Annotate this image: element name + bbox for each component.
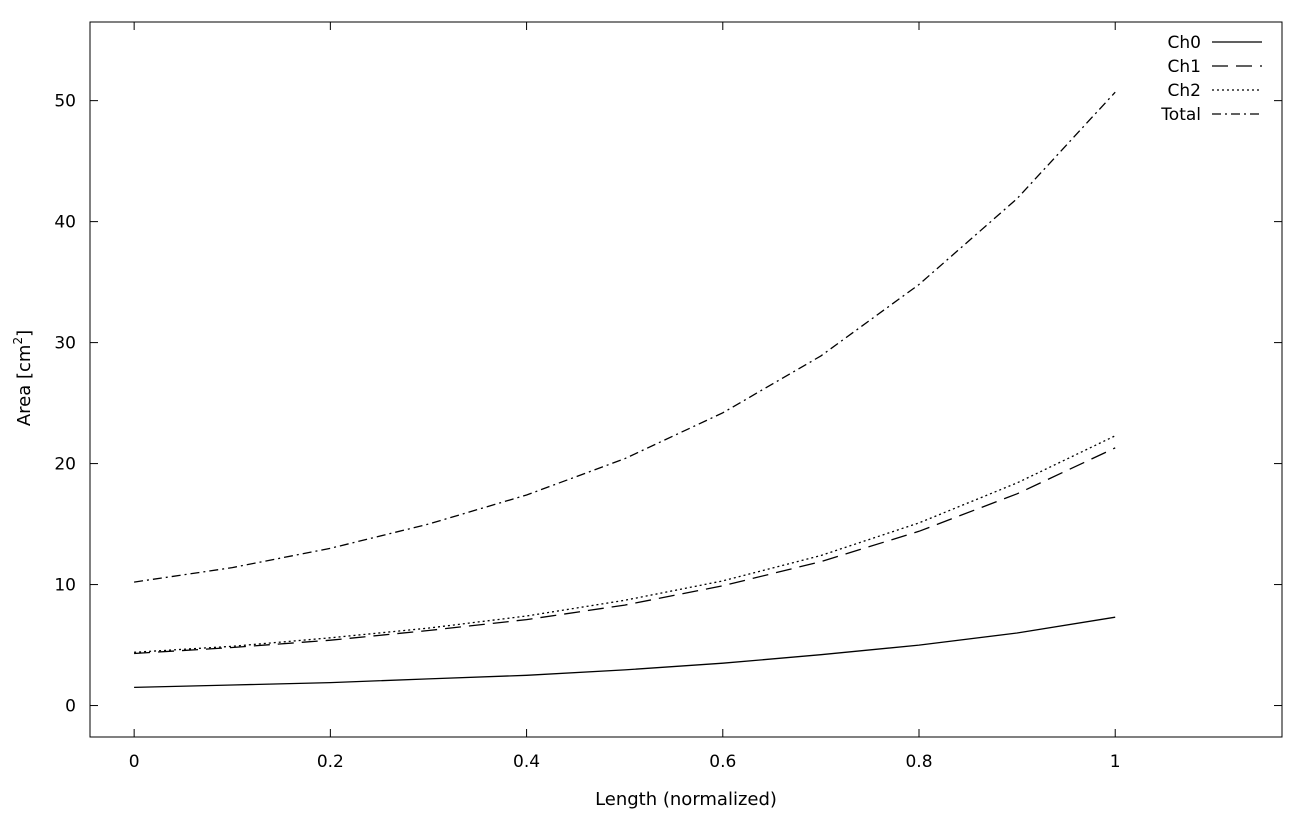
x-tick-label: 0.2 [317, 752, 344, 772]
x-axis-label: Length (normalized) [595, 789, 777, 810]
y-axis-label: Area [cm2] [11, 330, 35, 426]
series-lines [134, 91, 1116, 689]
series-line-total [134, 91, 1116, 583]
axis-ticks [90, 22, 1282, 737]
x-tick-label: 0.8 [905, 752, 932, 772]
y-tick-label: 30 [54, 334, 76, 354]
x-tick-label: 0 [129, 752, 140, 772]
plot-frame [89, 21, 1283, 738]
y-axis-label-superscript: 2 [11, 337, 25, 345]
x-tick-label: 0.4 [513, 752, 540, 772]
y-tick-label: 40 [54, 213, 76, 233]
legend-label-ch1: Ch1 [1168, 57, 1201, 77]
y-tick-label: 20 [54, 455, 76, 475]
legend-label-total: Total [1160, 105, 1201, 125]
legend-label-ch0: Ch0 [1168, 33, 1201, 53]
x-tick-label: 1 [1110, 752, 1121, 772]
legend-label-ch2: Ch2 [1168, 81, 1201, 101]
y-tick-label: 0 [65, 697, 76, 717]
x-tick-label: 0.6 [709, 752, 736, 772]
legend: Ch0 Ch1 Ch2 Total [1160, 33, 1262, 125]
y-tick-label: 50 [54, 92, 76, 112]
y-axis-label-main: Area [cm [14, 345, 35, 427]
y-axis-label-end: ] [14, 330, 35, 337]
series-line-ch0 [134, 616, 1116, 689]
series-line-ch1 [134, 447, 1116, 655]
y-tick-label: 10 [54, 576, 76, 596]
